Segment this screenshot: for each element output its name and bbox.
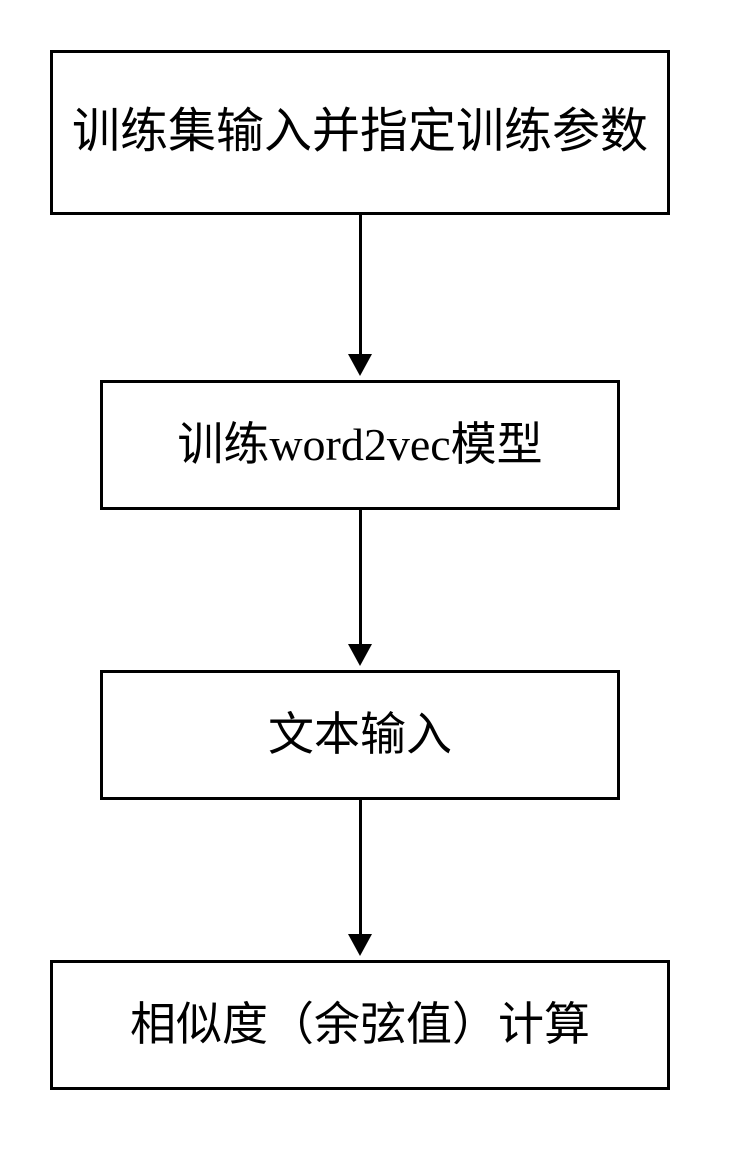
node-label: 训练集输入并指定训练参数 <box>72 101 648 163</box>
flow-arrow <box>348 510 372 666</box>
node-label: 训练word2vec模型 <box>177 415 542 475</box>
flow-node-train-model: 训练word2vec模型 <box>100 380 620 510</box>
node-label: 文本输入 <box>268 705 452 765</box>
flow-arrow <box>348 800 372 956</box>
flow-node-similarity: 相似度（余弦值）计算 <box>50 960 670 1090</box>
flow-node-text-input: 文本输入 <box>100 670 620 800</box>
flow-arrow <box>348 215 372 376</box>
node-label: 相似度（余弦值）计算 <box>130 995 590 1055</box>
flow-node-input-training: 训练集输入并指定训练参数 <box>50 50 670 215</box>
